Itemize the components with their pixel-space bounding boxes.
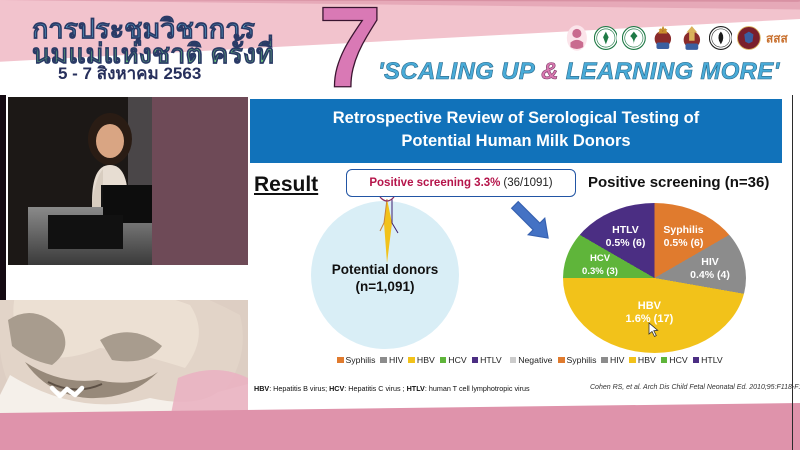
svg-text:สสส: สสส bbox=[766, 32, 788, 46]
